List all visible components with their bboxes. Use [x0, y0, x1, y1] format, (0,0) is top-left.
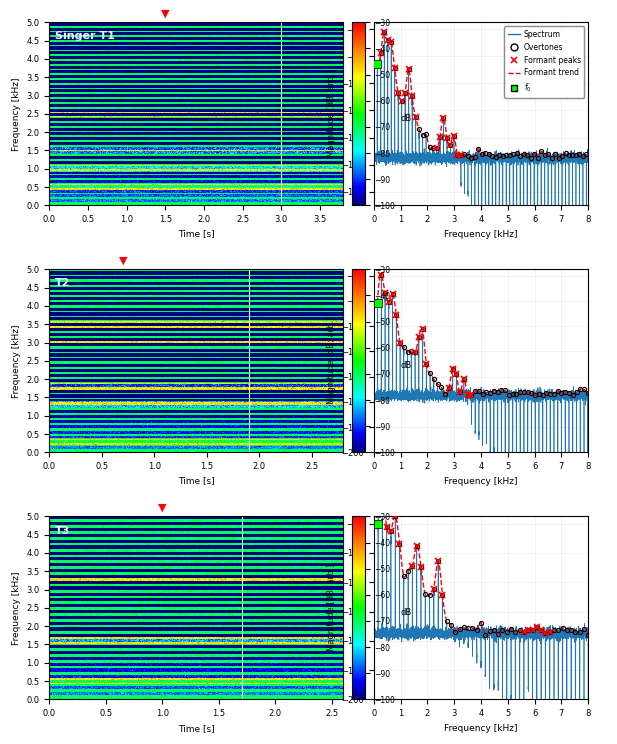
Y-axis label: Magnitude [dB; arb.]: Magnitude [dB; arb.]: [326, 564, 336, 652]
X-axis label: Time [s]: Time [s]: [178, 477, 215, 486]
Y-axis label: Magnitude [dB; arb.]: Magnitude [dB; arb.]: [326, 317, 336, 405]
Y-axis label: dB: dB: [401, 361, 412, 370]
X-axis label: Time [s]: Time [s]: [178, 724, 215, 733]
Y-axis label: Frequency [kHz]: Frequency [kHz]: [12, 324, 21, 397]
Y-axis label: Magnitude [dB; arb.]: Magnitude [dB; arb.]: [326, 70, 336, 158]
Text: Singer T1: Singer T1: [56, 31, 115, 42]
Text: ▼: ▼: [158, 503, 167, 513]
Text: T2: T2: [56, 278, 71, 289]
Text: ▼: ▼: [118, 256, 127, 266]
X-axis label: Frequency [kHz]: Frequency [kHz]: [444, 477, 518, 486]
Y-axis label: dB: dB: [401, 114, 412, 123]
X-axis label: Frequency [kHz]: Frequency [kHz]: [444, 230, 518, 239]
Y-axis label: Frequency [kHz]: Frequency [kHz]: [12, 571, 21, 644]
X-axis label: Time [s]: Time [s]: [178, 230, 215, 239]
Legend: Spectrum, Overtones, Formant peaks, Formant trend, $f_0$: Spectrum, Overtones, Formant peaks, Form…: [505, 26, 584, 97]
Y-axis label: Frequency [kHz]: Frequency [kHz]: [12, 77, 21, 150]
Text: ▼: ▼: [161, 9, 170, 19]
Y-axis label: dB: dB: [401, 608, 412, 617]
Text: T3: T3: [56, 525, 70, 536]
X-axis label: Frequency [kHz]: Frequency [kHz]: [444, 724, 518, 733]
